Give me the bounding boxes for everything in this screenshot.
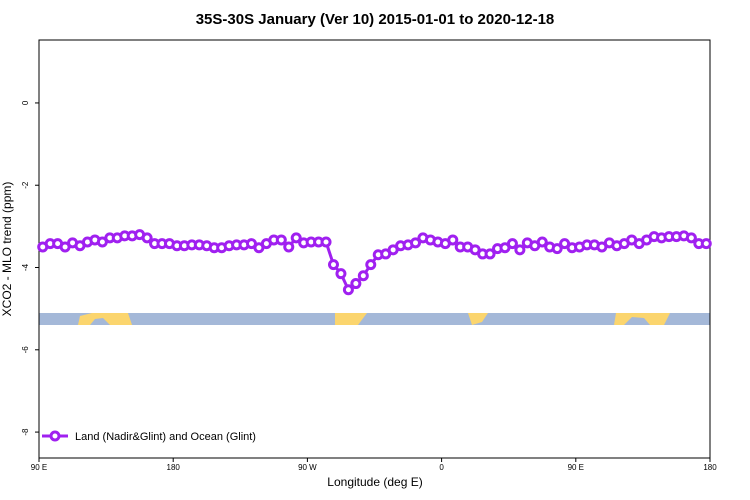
data-point [551,243,563,255]
data-point [357,270,369,282]
data-point [327,259,339,271]
data-point [410,237,422,249]
data-point [141,232,153,244]
x-tick-label: 0 [439,463,444,472]
chart-title: 35S-30S January (Ver 10) 2015-01-01 to 2… [196,11,555,28]
data-point [290,232,302,244]
data-point [484,248,496,260]
plot-frame [38,39,711,459]
land-ocean-strip [39,313,710,325]
data-point [320,236,332,248]
land-patch [468,313,488,325]
data-point [447,234,459,246]
data-point [685,232,697,244]
legend-label: Land (Nadir&Glint) and Ocean (Glint) [75,431,256,443]
x-tick-label: 90 E [31,463,47,472]
y-tick-label: -2 [21,181,30,189]
land-patch [335,313,367,325]
y-tick-label: -4 [21,263,30,271]
land-patch [78,313,132,325]
data-point [536,236,548,248]
x-axis-label: Longitude (deg E) [327,475,422,489]
y-tick-label: -6 [21,346,30,354]
x-tick-label: 180 [167,463,181,472]
ocean-band [39,313,710,325]
legend-marker [49,430,61,442]
y-tick-label: 0 [21,100,30,105]
x-tick-label: 180 [703,463,717,472]
data-point [275,234,287,246]
data-point [365,259,377,271]
data-point [350,278,362,290]
data-point [335,268,347,280]
data-point [283,241,295,253]
data-point [700,238,712,250]
data-point [342,284,354,296]
data-point [514,244,526,256]
x-tick-label: 90 W [298,463,317,472]
legend: Land (Nadir&Glint) and Ocean (Glint) [42,430,256,443]
land-lake [624,317,650,325]
y-axis-label: XCO2 - MLO trend (ppm) [0,182,14,317]
land-lake [90,318,110,325]
data-point [506,238,518,250]
y-tick-label: -8 [21,428,30,436]
x-tick-label: 90 E [568,463,584,472]
